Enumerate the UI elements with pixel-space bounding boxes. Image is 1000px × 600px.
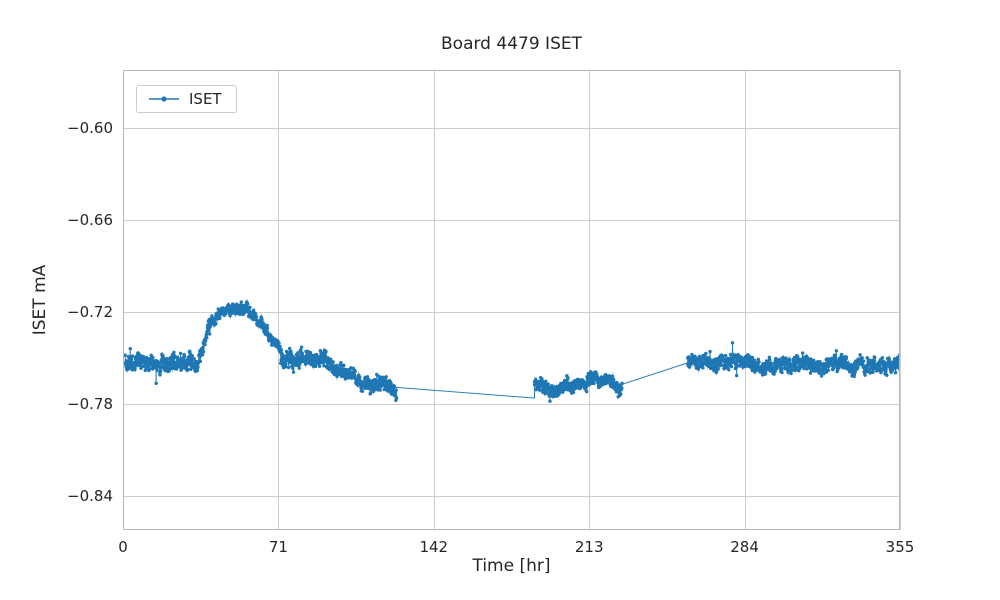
x-tick-label: 142 — [419, 538, 449, 556]
x-tick-label: 355 — [885, 538, 915, 556]
x-tick-label: 284 — [730, 538, 759, 556]
y-tick-label: −0.78 — [67, 395, 113, 414]
y-axis-label: ISET mA — [30, 264, 50, 336]
legend-label: ISET — [189, 90, 222, 108]
chart-title: Board 4479 ISET — [441, 34, 582, 54]
y-tick-label: −0.84 — [67, 487, 113, 506]
x-axis-label: Time [hr] — [472, 556, 551, 576]
legend: ISET — [136, 85, 237, 113]
y-tick-label: −0.60 — [67, 119, 113, 138]
y-tick-label: −0.72 — [67, 303, 113, 322]
legend-line-icon — [149, 96, 179, 102]
y-tick-label: −0.66 — [67, 211, 113, 230]
x-tick-label: 71 — [268, 538, 288, 556]
x-tick-label: 0 — [118, 538, 128, 556]
x-tick-label: 213 — [574, 538, 604, 556]
